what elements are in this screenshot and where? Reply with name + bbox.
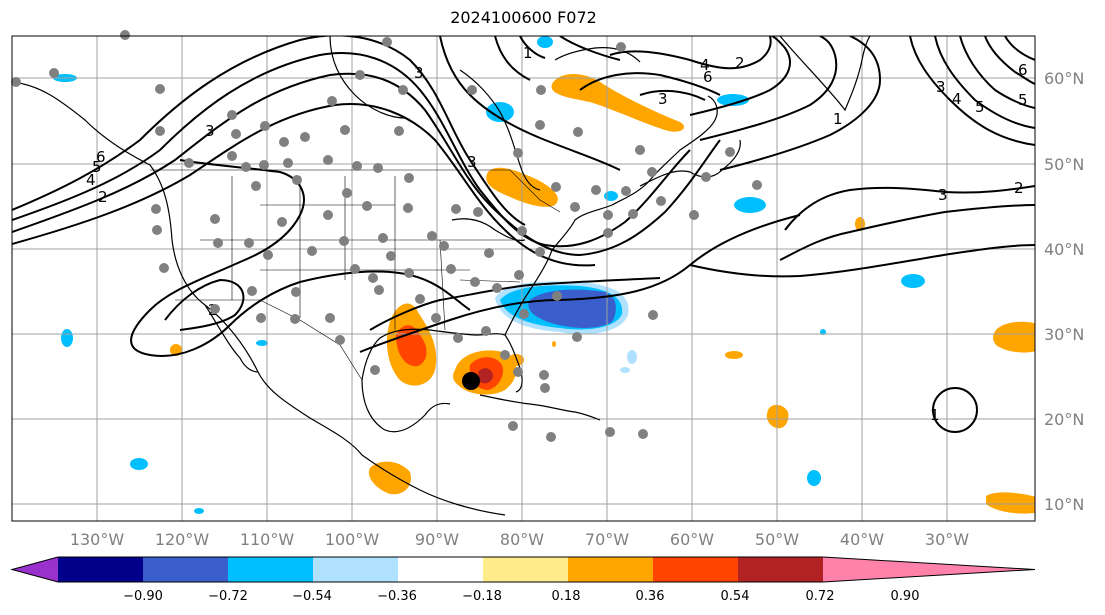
contour-line xyxy=(609,36,772,70)
contour-label: 4 xyxy=(86,171,96,189)
colorbar-tick-label: −0.36 xyxy=(377,589,417,604)
colorbar-segment xyxy=(228,557,313,582)
contour-line xyxy=(12,36,526,226)
contour-label: 1 xyxy=(523,44,533,62)
longitude-labels: 130°W 120°W 110°W 100°W 90°W 80°W 70°W 6… xyxy=(70,530,969,549)
colorbar-segment xyxy=(143,557,228,582)
map-area xyxy=(12,36,1035,521)
contours xyxy=(12,36,1035,433)
contour-label: 2 xyxy=(1014,179,1024,197)
lon-label: 130°W xyxy=(70,530,125,549)
contour-label: 2 xyxy=(735,54,745,72)
colorbar-segment xyxy=(738,557,823,582)
colorbar-tick-label: −0.90 xyxy=(123,589,163,604)
contour-label: 6 xyxy=(1018,61,1028,79)
lon-label: 50°W xyxy=(755,530,799,549)
contour-line xyxy=(719,36,882,171)
contour-line xyxy=(164,278,245,331)
contour-label: 4 xyxy=(952,90,962,108)
contour-line xyxy=(699,36,838,141)
colorbar-tick-label: −0.72 xyxy=(208,589,248,604)
contour-line xyxy=(1004,36,1035,61)
storm-center-marker xyxy=(462,372,480,390)
contour-line xyxy=(559,36,621,61)
contour-line xyxy=(519,36,546,59)
contour-label: 5 xyxy=(975,98,985,116)
contour-label: 1 xyxy=(833,110,843,128)
lon-label: 110°W xyxy=(240,530,295,549)
colorbar-segment xyxy=(313,557,398,582)
lat-label: 30°N xyxy=(1044,325,1084,344)
colorbar-segment xyxy=(398,557,483,582)
contour-label: 3 xyxy=(467,153,477,171)
contour-line xyxy=(959,36,1035,109)
contour-line xyxy=(784,185,1035,231)
contour-line xyxy=(579,72,721,96)
contour-ring xyxy=(932,387,978,433)
colorbar-segment xyxy=(58,557,143,582)
contour-line xyxy=(934,36,1035,129)
contour-label: 3 xyxy=(936,78,946,96)
contour-label: 1 xyxy=(930,406,940,424)
colorbar-outline xyxy=(10,556,1036,583)
contour-label: 3 xyxy=(938,186,948,204)
lat-label: 10°N xyxy=(1044,495,1084,514)
colorbar-tick-label: 0.90 xyxy=(891,589,920,604)
contour-label: 4 xyxy=(700,56,710,74)
contour-line xyxy=(689,244,1035,278)
contour-label: 5 xyxy=(1018,91,1028,109)
lon-label: 70°W xyxy=(585,530,629,549)
contour-label: 5 xyxy=(92,158,102,176)
contour-line xyxy=(439,36,621,171)
colorbar-segment xyxy=(568,557,653,582)
colorbar-extend-min xyxy=(12,557,58,582)
colorbar-tick-label: 0.18 xyxy=(552,589,581,604)
lon-label: 40°W xyxy=(840,530,884,549)
lon-label: 80°W xyxy=(500,530,544,549)
contour-line xyxy=(689,36,791,116)
contour-line xyxy=(494,36,531,81)
latitude-labels: 60°N 50°N 40°N 30°N 20°N 10°N xyxy=(1044,69,1084,514)
contour-label: 6 xyxy=(96,148,106,166)
colorbar-tick-label: 0.36 xyxy=(636,589,665,604)
lat-label: 50°N xyxy=(1044,155,1084,174)
lat-label: 40°N xyxy=(1044,240,1084,259)
positive-anomaly-labrador xyxy=(551,74,685,132)
contour-label: 3 xyxy=(414,64,424,82)
lon-label: 120°W xyxy=(155,530,210,549)
contour-line xyxy=(639,89,706,101)
contour-label: 6 xyxy=(703,68,713,86)
lat-label: 60°N xyxy=(1044,69,1084,88)
colorbar xyxy=(10,556,1036,583)
colorbar-tick-labels: −0.90 −0.72 −0.54 −0.36 −0.18 0.18 0.36 … xyxy=(123,589,919,604)
contour-line xyxy=(359,214,801,353)
colorbar-segment xyxy=(483,557,568,582)
colorbar-extend-max xyxy=(823,557,1035,582)
contour-line xyxy=(779,204,1035,261)
contour-labels: 2 3 3 4 5 6 2 1 3 2 3 4 5 6 1 4 3 3 1 6 … xyxy=(86,44,1028,424)
lat-label: 20°N xyxy=(1044,410,1084,429)
lon-label: 100°W xyxy=(325,530,380,549)
lon-label: 90°W xyxy=(415,530,459,549)
contour-label: 2 xyxy=(98,188,108,206)
contour-line xyxy=(984,36,1035,85)
map-title: 2024100600 F072 xyxy=(450,8,597,27)
lon-label: 30°W xyxy=(925,530,969,549)
graticule xyxy=(12,36,1035,521)
colorbar-tick-label: 0.72 xyxy=(806,589,835,604)
contour-label: 3 xyxy=(205,122,215,140)
colorbar-tick-label: −0.18 xyxy=(462,589,502,604)
colorbar-tick-label: 0.54 xyxy=(721,589,750,604)
contour-line xyxy=(909,36,1035,146)
map-frame xyxy=(11,35,1036,522)
lon-label: 60°W xyxy=(670,530,714,549)
borders xyxy=(150,169,561,381)
colorbar-segment xyxy=(653,557,738,582)
station-dots xyxy=(11,30,762,442)
contour-line xyxy=(12,72,721,257)
colorbar-tick-label: −0.54 xyxy=(292,589,332,604)
contour-line xyxy=(12,103,596,267)
contour-label: 3 xyxy=(658,90,668,108)
